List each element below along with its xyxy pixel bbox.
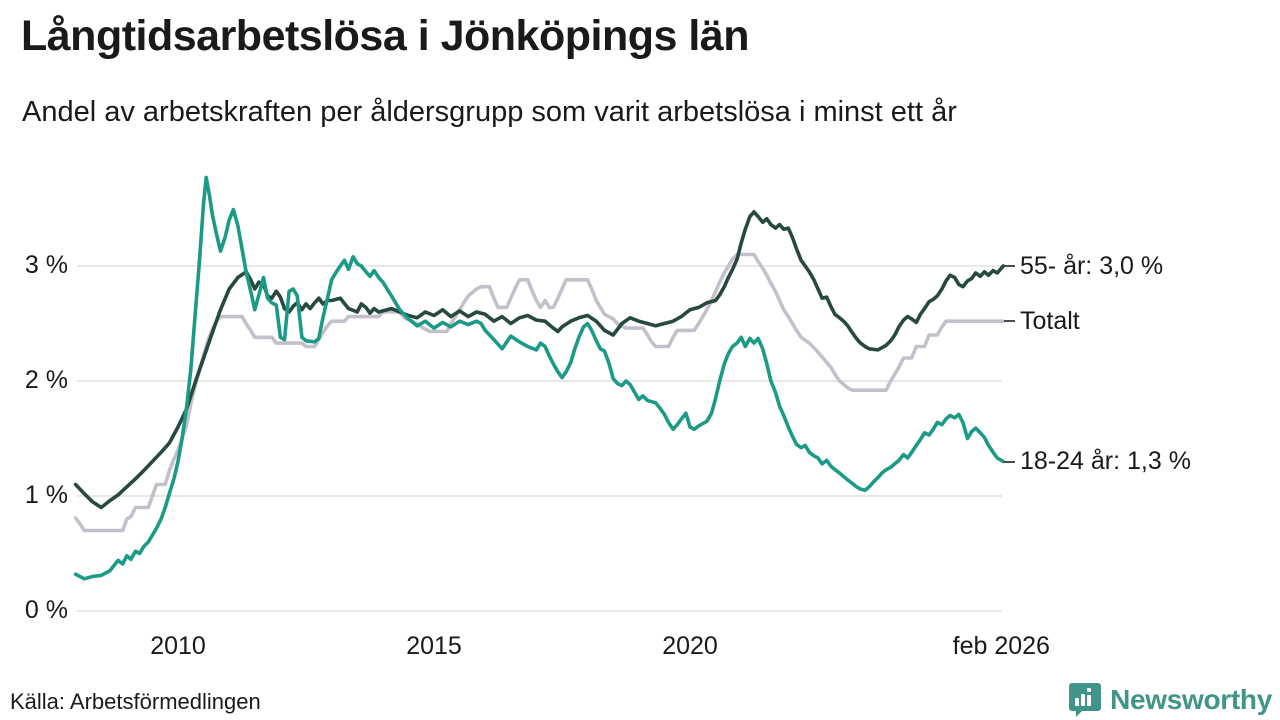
y-tick-label: 0 % [24,596,68,624]
y-tick-label: 3 % [24,251,68,279]
x-tick-label: 2020 [662,632,718,660]
series-end-label-totalt: Totalt [1004,306,1080,336]
source-attribution: Källa: Arbetsförmedlingen [10,689,261,714]
series-line-18-24-r [73,175,1006,581]
series-end-label-18-24: 18-24 år: 1,3 % [1004,447,1191,477]
chart-title: Långtidsarbetslösa i Jönköpings län [21,12,749,60]
newsworthy-wordmark: Newsworthy [1110,684,1272,715]
label-tick-dash [1004,460,1015,463]
series-label-text: 55- år: 3,0 % [1020,251,1164,280]
newsworthy-speech-bubble-chart-icon [1069,683,1102,717]
series-line-55-r [73,210,1006,510]
series-end-label-55-plus: 55- år: 3,0 % [1004,251,1163,281]
y-tick-label: 2 % [24,366,68,394]
x-tick-label: feb 2026 [952,632,1050,660]
label-tick-dash [1004,265,1015,267]
x-tick-label: 2010 [150,632,206,660]
chart-subtitle: Andel av arbetskraften per åldersgrupp s… [22,96,957,128]
series-label-text: Totalt [1020,306,1080,335]
newsworthy-brand: Newsworthy [1068,682,1272,718]
x-tick-label: 2015 [406,632,462,660]
series-label-text: 18-24 år: 1,3 % [1020,447,1191,475]
label-tick-dash [1004,320,1015,323]
y-tick-label: 1 % [24,481,68,509]
